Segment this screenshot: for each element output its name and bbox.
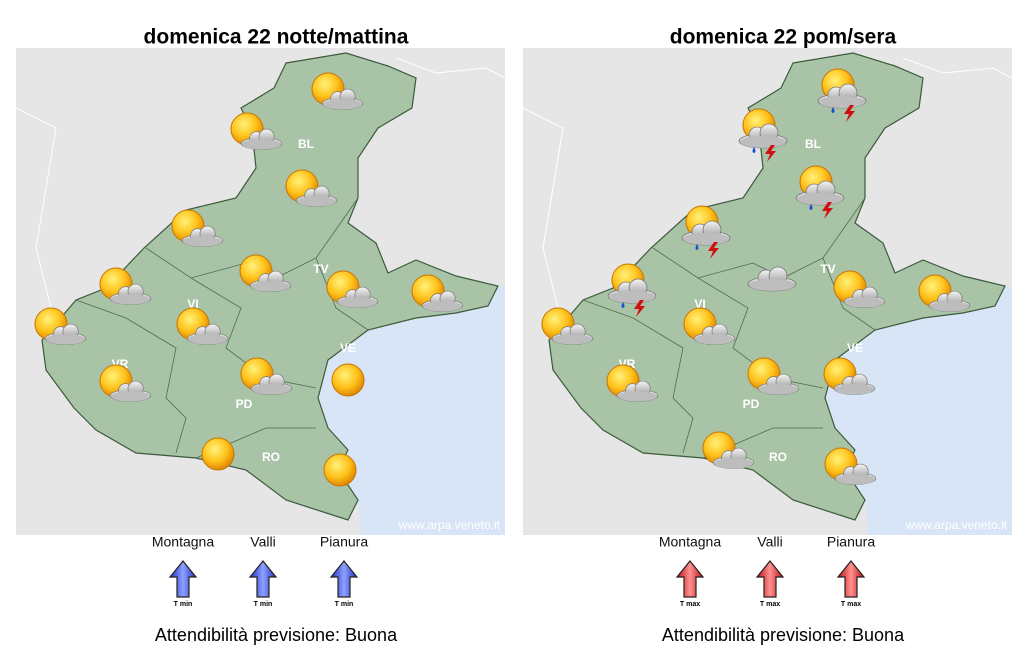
temperature-arrow (248, 560, 278, 598)
border-line (395, 57, 506, 79)
province-border (822, 257, 876, 331)
province-border (582, 299, 694, 454)
temperature-label: T max (760, 601, 780, 608)
temperature-label: T max (680, 601, 700, 608)
province-label: BL (805, 137, 821, 151)
temperature-arrow (836, 560, 866, 598)
weather-icon (323, 453, 357, 487)
border-line (902, 57, 1013, 79)
zone-label: Pianura (320, 534, 368, 550)
panel-title: domenica 22 notte/mattina (144, 26, 409, 49)
temperature-label: T min (254, 601, 273, 608)
province-label: VE (847, 341, 863, 355)
province-border (75, 299, 187, 454)
temperature-arrow (755, 560, 785, 598)
province-border (315, 257, 369, 331)
province-label: RO (262, 450, 280, 464)
province-label: PD (236, 397, 253, 411)
zone-label: Montagna (659, 534, 721, 550)
panel-title: domenica 22 pom/sera (670, 26, 897, 49)
province-label: VI (187, 297, 198, 311)
zone-label: Valli (757, 534, 782, 550)
zone-label: Pianura (827, 534, 875, 550)
temperature-label: T min (335, 601, 354, 608)
reliability: Attendibilità previsione: Buona (155, 625, 398, 645)
border-line (522, 107, 564, 329)
weather-icon (201, 437, 235, 471)
temperature-arrow (675, 560, 705, 598)
province-label: VE (340, 341, 356, 355)
province-label: RO (769, 450, 787, 464)
temperature-arrow (329, 560, 359, 598)
reliability: Attendibilità previsione: Buona (662, 625, 905, 645)
temperature-label: T max (841, 601, 861, 608)
sea (318, 286, 505, 535)
province-label: TV (820, 262, 835, 276)
zone-label: Valli (250, 534, 275, 550)
sea (825, 286, 1012, 535)
credit: www.arpa.veneto.it (905, 518, 1008, 532)
zone-label: Montagna (152, 534, 214, 550)
border-line (15, 107, 57, 329)
province-label: VI (694, 297, 705, 311)
province-label: BL (298, 137, 314, 151)
weather-icon (331, 363, 365, 397)
province-label: TV (313, 262, 328, 276)
temperature-arrow (168, 560, 198, 598)
province-label: PD (743, 397, 760, 411)
credit: www.arpa.veneto.it (398, 518, 501, 532)
temperature-label: T min (174, 601, 193, 608)
